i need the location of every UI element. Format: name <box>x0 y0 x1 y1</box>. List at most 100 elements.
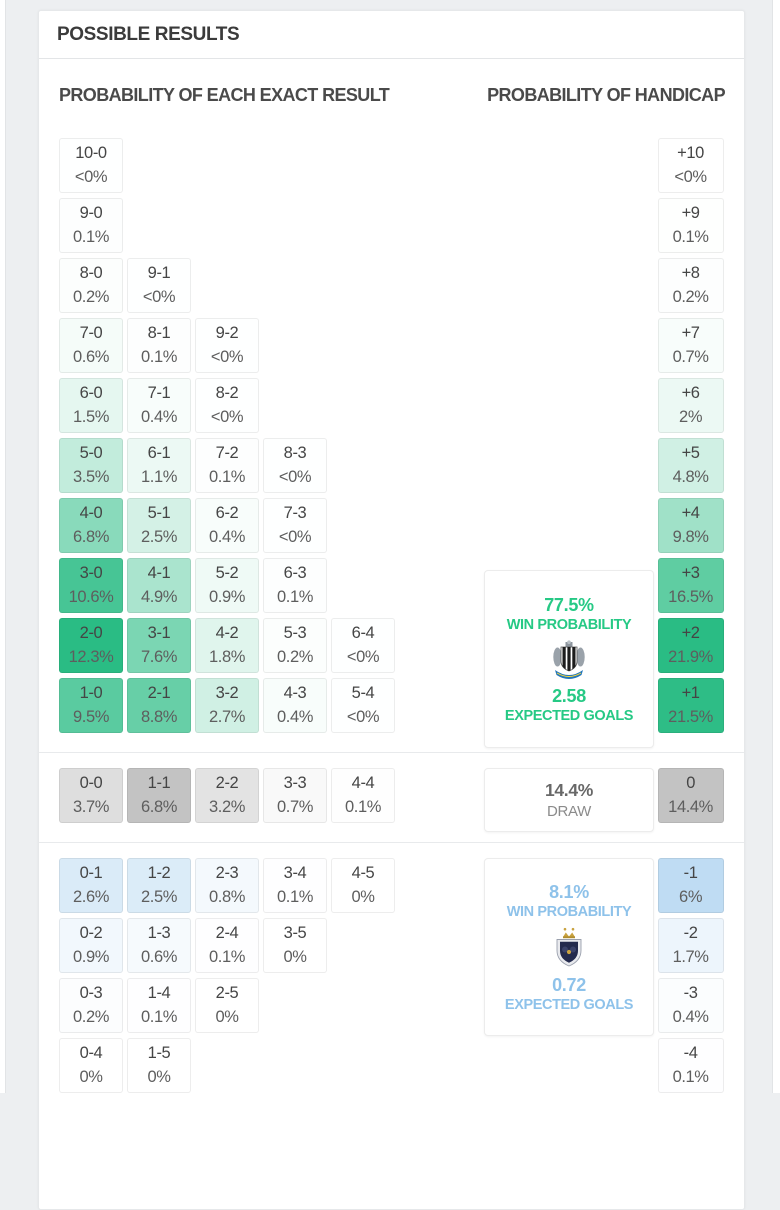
handicap-cell-label: +7 <box>681 324 700 343</box>
result-row: 4-0 6.8% 5-1 2.5% 6-2 0.4% 7-3 <0% <box>59 498 395 553</box>
handicap-cell-percentage: 21.9% <box>668 647 713 666</box>
result-cell-percentage: 0.1% <box>72 227 109 246</box>
result-cell-label: 1-3 <box>147 924 171 943</box>
result-cell-5-2: 5-2 0.9% <box>195 558 259 613</box>
result-cell-label: 3-4 <box>283 864 307 883</box>
result-row: 5-0 3.5% 6-1 1.1% 7-2 0.1% 8-3 <0% <box>59 438 395 493</box>
result-cell-2-0: 2-0 12.3% <box>59 618 123 673</box>
result-cell-2-2: 2-2 3.2% <box>195 768 259 823</box>
result-cell-7-1: 7-1 0.4% <box>127 378 191 433</box>
result-cell-8-2: 8-2 <0% <box>195 378 259 433</box>
handicap-cell-+6: +6 2% <box>657 378 724 433</box>
result-cell-label: 7-0 <box>79 324 103 343</box>
away-expected-goals-value: 0.72 <box>552 974 586 995</box>
home-exact-result-grid: 10-0 <0% 9-0 0.1% 8-0 0.2% 9-1 <0% 7-0 0.6% 8-1 0.1… <box>59 138 395 738</box>
result-cell-percentage: <0% <box>278 527 312 546</box>
draw-summary-card: 14.4% DRAW <box>484 768 654 832</box>
handicap-cell-percentage: 21.5% <box>668 707 713 726</box>
result-row: 0-3 0.2% 1-4 0.1% 2-5 0% <box>59 978 395 1033</box>
result-cell-label: 1-2 <box>147 864 171 883</box>
probability-bands: 10-0 <0% 9-0 0.1% 8-0 0.2% 9-1 <0% 7-0 0.6% 8-1 0.1… <box>39 138 744 1098</box>
result-cell-4-5: 4-5 0% <box>331 858 395 913</box>
result-cell-percentage: 6.8% <box>140 797 177 816</box>
adjacent-panel-right-edge <box>772 0 780 1093</box>
handicap-cell-percentage: 9.8% <box>672 527 709 546</box>
home-win-section: 10-0 <0% 9-0 0.1% 8-0 0.2% 9-1 <0% 7-0 0.6% 8-1 0.1… <box>59 138 725 748</box>
result-cell-1-5: 1-5 0% <box>127 1038 191 1093</box>
result-cell-6-0: 6-0 1.5% <box>59 378 123 433</box>
handicap-cell-+7: +7 0.7% <box>657 318 724 373</box>
result-cell-label: 3-0 <box>79 564 103 583</box>
handicap-cell-percentage: 14.4% <box>668 797 713 816</box>
result-cell-percentage: 10.6% <box>68 587 114 606</box>
result-cell-label: 2-4 <box>215 924 239 943</box>
result-cell-label: 4-1 <box>147 564 171 583</box>
result-row: -3 0.4% <box>657 978 725 1033</box>
result-row: +9 0.1% <box>657 198 725 253</box>
handicap-cell-label: +8 <box>681 264 700 283</box>
handicap-cell-label: -1 <box>683 864 698 883</box>
result-row: +2 21.9% <box>657 618 725 673</box>
home-team-crest-icon <box>553 639 585 679</box>
result-cell-percentage: 0% <box>79 1067 103 1086</box>
result-cell-percentage: 0.6% <box>72 347 109 366</box>
result-cell-percentage: <0% <box>210 347 244 366</box>
result-cell-0-2: 0-2 0.9% <box>59 918 123 973</box>
result-row: 9-0 0.1% <box>59 198 395 253</box>
result-cell-0-0: 0-0 3.7% <box>59 768 123 823</box>
panel-title: POSSIBLE RESULTS <box>57 24 240 45</box>
result-cell-3-4: 3-4 0.1% <box>263 858 327 913</box>
handicap-cell-+9: +9 0.1% <box>657 198 724 253</box>
handicap-cell-+2: +2 21.9% <box>657 618 724 673</box>
result-row: +4 9.8% <box>657 498 725 553</box>
result-cell-1-0: 1-0 9.5% <box>59 678 123 733</box>
result-row: +7 0.7% <box>657 318 725 373</box>
result-cell-label: 7-2 <box>215 444 239 463</box>
result-cell-percentage: 0.1% <box>276 587 313 606</box>
result-row: +6 2% <box>657 378 725 433</box>
handicap-cell-percentage: 2% <box>679 407 703 426</box>
result-cell-3-1: 3-1 7.6% <box>127 618 191 673</box>
result-cell-percentage: 3.2% <box>208 797 245 816</box>
result-cell-percentage: 12.3% <box>68 647 114 666</box>
result-cell-label: 2-3 <box>215 864 239 883</box>
result-row: 0-2 0.9% 1-3 0.6% 2-4 0.1% 3-5 0% <box>59 918 395 973</box>
result-cell-5-0: 5-0 3.5% <box>59 438 123 493</box>
result-row: -2 1.7% <box>657 918 725 973</box>
handicap-cell-percentage: 16.5% <box>668 587 713 606</box>
result-cell-label: 6-2 <box>215 504 239 523</box>
result-cell-label: 2-0 <box>79 624 103 643</box>
result-cell-percentage: <0% <box>278 467 312 486</box>
draw-summary-column: 14.4% DRAW <box>484 768 654 832</box>
result-cell-percentage: 0.9% <box>72 947 109 966</box>
result-cell-label: 9-0 <box>79 204 103 223</box>
result-row: 8-0 0.2% 9-1 <0% <box>59 258 395 313</box>
away-win-summary-card: 8.1% WIN PROBABILITY <box>484 858 654 1036</box>
result-cell-7-3: 7-3 <0% <box>263 498 327 553</box>
result-row: +8 0.2% <box>657 258 725 313</box>
panel-header: POSSIBLE RESULTS <box>39 11 744 59</box>
result-cell-percentage: <0% <box>210 407 244 426</box>
handicap-cell-label: +9 <box>681 204 700 223</box>
away-win-probability-value: 8.1% <box>549 881 589 902</box>
result-cell-6-3: 6-3 0.1% <box>263 558 327 613</box>
result-cell-percentage: 3.7% <box>72 797 109 816</box>
handicap-cell-percentage: 0.7% <box>672 347 709 366</box>
result-cell-percentage: 9.5% <box>72 707 109 726</box>
handicap-cell-label: +1 <box>681 684 700 703</box>
result-cell-9-1: 9-1 <0% <box>127 258 191 313</box>
handicap-cell-+3: +3 16.5% <box>657 558 724 613</box>
result-cell-10-0: 10-0 <0% <box>59 138 123 193</box>
handicap-cell-percentage: 0.4% <box>672 1007 709 1026</box>
result-cell-label: 0-0 <box>79 774 103 793</box>
result-cell-label: 6-3 <box>283 564 307 583</box>
handicap-cell-percentage: 4.8% <box>672 467 709 486</box>
result-cell-percentage: 7.6% <box>140 647 177 666</box>
result-cell-3-0: 3-0 10.6% <box>59 558 123 613</box>
away-handicap-column: -1 6% -2 1.7% -3 0.4% -4 0.1% <box>657 858 725 1098</box>
result-row: +3 16.5% <box>657 558 725 613</box>
result-cell-percentage: 0% <box>147 1067 171 1086</box>
result-cell-7-2: 7-2 0.1% <box>195 438 259 493</box>
result-row: -4 0.1% <box>657 1038 725 1093</box>
result-cell-percentage: 0.4% <box>140 407 177 426</box>
